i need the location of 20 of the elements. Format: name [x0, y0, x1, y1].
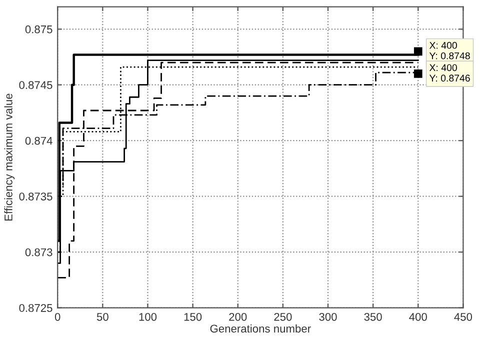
annotation: X: 400 Y: 0.8746	[429, 64, 470, 82]
x-tick-label: 50	[96, 312, 108, 321]
y-tick-label: 0.8735	[19, 192, 52, 200]
y-tick-label: 0.873	[25, 248, 52, 256]
y-axis-title: Efficiency maximum value	[4, 94, 15, 221]
annotation: X: 400 Y: 0.8748	[429, 42, 470, 60]
y-tick-label: 0.8745	[19, 81, 52, 89]
y-tick-label: 0.8725	[19, 304, 52, 312]
x-tick-label: 350	[364, 312, 382, 321]
x-tick-label: 300	[319, 312, 337, 321]
x-tick-label: 450	[454, 312, 472, 321]
y-tick-label: 0.875	[25, 25, 52, 34]
x-tick-label: 200	[229, 312, 247, 321]
x-tick-label: 250	[274, 312, 292, 321]
y-tick-label: 0.874	[25, 136, 52, 145]
x-tick-label: 150	[184, 312, 202, 321]
x-tick-label: 400	[409, 312, 427, 321]
x-tick-label: 100	[139, 312, 157, 321]
x-tick-label: 0	[54, 312, 60, 321]
x-axis-title: Generations number	[210, 324, 311, 333]
